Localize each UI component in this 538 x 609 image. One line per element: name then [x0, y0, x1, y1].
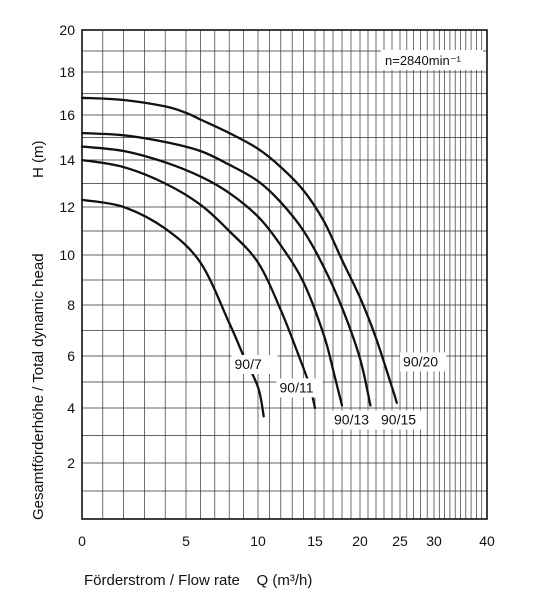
x-tick-label: 30	[426, 533, 442, 549]
x-tick-label: 20	[352, 533, 368, 549]
curve-label-text: 90/13	[334, 412, 369, 428]
curve-label-text: 90/7	[235, 356, 262, 372]
curve-label-90-11: 90/11	[276, 378, 323, 398]
speed-annotation: n=2840min⁻¹	[385, 53, 462, 68]
curve-90-15	[80, 131, 372, 407]
y-tick-label: 2	[67, 455, 75, 471]
curve-label-text: 90/20	[403, 353, 438, 369]
curve-label-text: 90/15	[381, 412, 416, 428]
curve-90-11	[80, 158, 317, 410]
curve-90-13	[80, 145, 344, 407]
curve-label-text: 90/11	[280, 379, 314, 395]
y-tick-label: 10	[59, 247, 75, 263]
x-tick-label: 5	[182, 533, 190, 549]
y-axis-title: Gesamtförderhöhe / Total dynamic head	[30, 253, 47, 520]
curve-label-90-20: 90/20	[400, 352, 447, 372]
curve-90-7	[80, 198, 265, 418]
x-tick-label: 15	[307, 533, 323, 549]
y-tick-label: 6	[67, 348, 75, 364]
curve-label-90-7: 90/7	[231, 355, 278, 374]
curve-label-90-13: 90/13	[331, 410, 377, 430]
speed-annotation-box: n=2840min⁻¹	[381, 50, 483, 70]
x-tick-label: 0	[78, 533, 86, 549]
curves	[80, 96, 398, 418]
curve-label-90-15: 90/15	[378, 410, 424, 430]
grid	[82, 30, 487, 519]
y-tick-label: 4	[67, 400, 75, 416]
curve-90-20	[80, 96, 398, 404]
x-tick-labels: 0 5 10 15 20 25 30 40	[78, 533, 495, 549]
plot-frame	[81, 29, 488, 520]
y-tick-labels: 2 4 6 8 10 12 14 16 18 20	[59, 22, 75, 471]
curve-labels: 90/7 90/11 90/13 90/15 90/20	[231, 352, 447, 430]
x-axis-title: Förderstrom / Flow rate Q (m³/h)	[84, 572, 312, 589]
y-tick-label: 8	[67, 297, 75, 313]
y-tick-label: 16	[59, 107, 75, 123]
x-tick-label: 40	[479, 533, 495, 549]
x-tick-label: 10	[250, 533, 266, 549]
y-tick-label: 12	[59, 199, 75, 215]
y-tick-label: 18	[59, 64, 75, 80]
x-tick-label: 25	[392, 533, 408, 549]
y-tick-label: 14	[59, 152, 75, 168]
y-axis-unit: H (m)	[30, 141, 47, 179]
y-tick-label: 20	[59, 22, 75, 38]
